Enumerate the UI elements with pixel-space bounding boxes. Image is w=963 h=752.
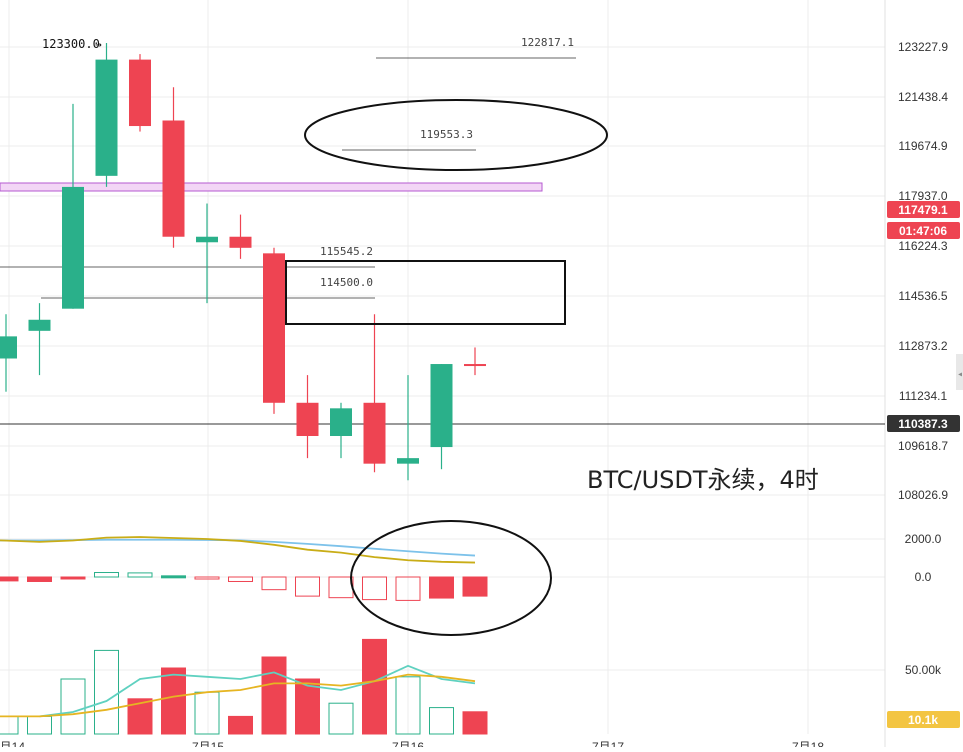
histogram-bar [27,576,52,582]
histogram-bar [228,576,253,582]
side-scroll-handle[interactable] [956,354,963,390]
volume-ma-b [0,673,476,718]
indicator-line-fast [0,536,476,564]
histogram-bar [60,576,86,580]
candle-body [28,319,51,331]
countdown-badge [887,222,960,239]
candle-body [330,408,352,436]
volume-axis: 50.00k [905,663,942,677]
time-axis: 7月14 7月15 7月16 7月17 7月18 [0,740,824,752]
candles-group [0,43,486,481]
price-tick: 117937.0 [898,189,947,203]
current-price-badge [887,201,960,218]
histogram-group [0,572,488,601]
histogram-bar [462,576,488,597]
price-tick: 114536.5 [898,289,947,303]
candle-body [196,236,218,243]
marked-level-badge [887,415,960,432]
chart-caption: BTC/USDT永续，4时 [587,466,819,494]
candle-body [229,236,252,248]
volume-group [0,638,488,735]
volume-bar [94,649,119,735]
indicator-tick: 2000.0 [905,532,942,546]
candle-body [464,364,486,367]
histogram-bar [295,576,320,597]
volume-current-badge [887,711,960,728]
volume-bar [395,676,421,735]
candle-body [430,364,453,448]
level-label-l4: 114500.0 [320,276,373,289]
level-label-l2: 119553.3 [420,128,473,141]
annotation-rect [285,260,566,325]
candle-body [0,336,17,359]
time-tick: 7月17 [592,740,624,747]
price-tick: 123227.9 [898,40,948,54]
histogram-bar [395,576,421,601]
volume-ma-a [39,664,476,718]
indicator-axis: 2000.0 0.0 [905,532,942,584]
histogram-bar [261,576,287,591]
current-price: 117479.1 [898,203,948,217]
price-tick: 119674.9 [898,139,947,153]
volume-bar [27,715,52,735]
level-label-l3: 115545.2 [320,245,373,258]
support-band [0,182,543,192]
time-tick: 7月18 [792,740,824,747]
volume-bar [429,707,454,735]
histogram-bar [194,576,220,580]
volume-bar [462,711,488,735]
histogram-bar [161,575,186,579]
candle-body [162,120,185,237]
candle-body [62,186,84,309]
countdown: 01:47:06 [899,224,947,238]
candle-body [129,59,151,127]
histogram-bar [94,572,119,578]
price-tick: 112873.2 [898,339,947,353]
indicator-tick: 0.0 [915,570,932,584]
candle-body [397,458,419,464]
chevron-left-icon[interactable]: ◂ [957,369,963,380]
volume-bar [161,667,186,735]
price-tick: 109618.7 [898,439,948,453]
time-tick: 7月14 [0,740,25,747]
level-label-high: 123300.0 [42,37,100,51]
indicator-lines [0,536,476,564]
volume-bar [60,678,86,735]
histogram-bar [0,576,19,582]
indicator-line-slow [0,538,476,557]
price-tick: 121438.4 [898,90,948,104]
volume-bar [228,715,253,735]
volume-current: 10.1k [908,713,938,727]
time-tick: 7月16 [392,740,424,747]
candle-body [263,253,285,403]
marked-level: 110387.3 [898,417,948,431]
volume-bar [295,678,320,735]
candle-body [296,402,319,436]
volume-bar [194,691,220,735]
price-tick: 111234.1 [899,389,948,403]
candle-body [95,59,118,176]
volume-bar [261,656,287,735]
histogram-bar [429,576,454,599]
time-tick: 7月15 [192,740,224,747]
volume-bar [328,702,354,735]
histogram-bar [362,576,387,601]
candle-body [363,402,386,464]
level-label-l1: 122817.1 [521,36,574,49]
histogram-bar [328,576,354,599]
volume-bar [362,638,387,735]
price-tick: 116224.3 [898,239,947,253]
annotation-ellipse-top [304,99,608,171]
annotation-ellipse-bottom [350,520,552,636]
high-arrow: → [95,38,102,51]
price-axis: 123227.9 121438.4 119674.9 117937.0 116224.3… [898,40,948,502]
volume-tick: 50.00k [905,663,942,677]
price-tick: 108026.9 [898,488,948,502]
histogram-bar [127,572,153,578]
